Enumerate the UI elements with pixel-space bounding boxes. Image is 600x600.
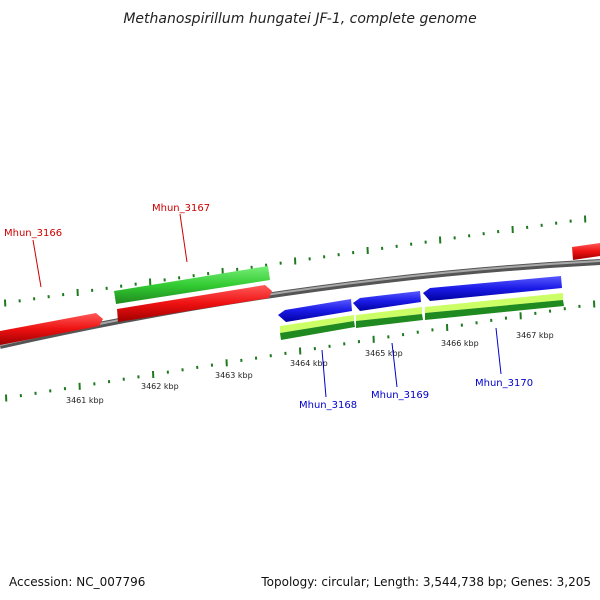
leader-line-mhun-3168 (321, 349, 327, 398)
cds-arrow-next[interactable] (572, 243, 600, 260)
leader-line-mhun-3169 (391, 342, 398, 388)
gene-bar-mhun-3168[interactable] (280, 315, 355, 340)
scale-label-3466: 3466 kbp (441, 339, 479, 348)
scale-label-3464: 3464 kbp (290, 359, 328, 368)
gene-bar-mhun-3170[interactable] (425, 293, 564, 320)
cds-arrow-mhun-3166[interactable] (0, 313, 103, 345)
gene-label-mhun-3168[interactable]: Mhun_3168 (299, 400, 357, 411)
cds-arrow-mhun-3168[interactable] (278, 299, 352, 322)
gene-bar-mhun-3169[interactable] (356, 307, 423, 328)
scale-labels: 3461 kbp 3462 kbp 3463 kbp 3464 kbp 3465… (66, 331, 554, 405)
cds-arrow-mhun-3169[interactable] (353, 291, 421, 311)
accession-text: Accession: NC_007796 (9, 575, 145, 589)
gene-label-mhun-3170[interactable]: Mhun_3170 (475, 378, 533, 389)
scale-label-3467: 3467 kbp (516, 331, 554, 340)
scale-label-3462: 3462 kbp (141, 382, 179, 391)
scale-label-3461: 3461 kbp (66, 396, 104, 405)
gene-label-mhun-3169[interactable]: Mhun_3169 (371, 390, 429, 401)
upper-tick-row (4, 215, 587, 307)
scale-label-3465: 3465 kbp (365, 349, 403, 358)
leader-line-mhun-3170 (495, 327, 502, 375)
genome-summary-text: Topology: circular; Length: 3,544,738 bp… (260, 575, 591, 589)
gene-bar-mhun-3167[interactable] (114, 266, 270, 304)
cds-arrow-mhun-3170[interactable] (423, 276, 562, 301)
genome-title: Methanospirillum hungatei JF-1, complete… (123, 11, 476, 27)
leader-line-mhun-3167 (179, 213, 188, 263)
leader-line-mhun-3166 (32, 239, 42, 288)
gene-label-mhun-3167[interactable]: Mhun_3167 (152, 203, 210, 214)
cds-arrow-mhun-3167[interactable] (117, 285, 272, 322)
gene-label-mhun-3166[interactable]: Mhun_3166 (4, 228, 62, 239)
scale-label-3463: 3463 kbp (215, 371, 253, 380)
lower-tick-row (5, 300, 596, 402)
